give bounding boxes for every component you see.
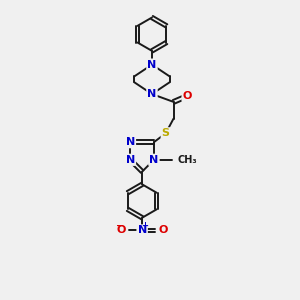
Text: O: O	[183, 91, 192, 101]
Text: N: N	[137, 226, 147, 236]
Text: N: N	[149, 155, 159, 165]
Text: CH₃: CH₃	[178, 155, 197, 165]
Text: +: +	[142, 221, 148, 230]
Text: O: O	[159, 226, 168, 236]
Text: N: N	[126, 155, 135, 165]
Text: N: N	[147, 89, 157, 99]
Text: S: S	[162, 128, 170, 138]
Text: N: N	[147, 60, 157, 70]
Text: −: −	[116, 220, 124, 231]
Text: N: N	[126, 137, 135, 147]
Text: O: O	[116, 226, 125, 236]
